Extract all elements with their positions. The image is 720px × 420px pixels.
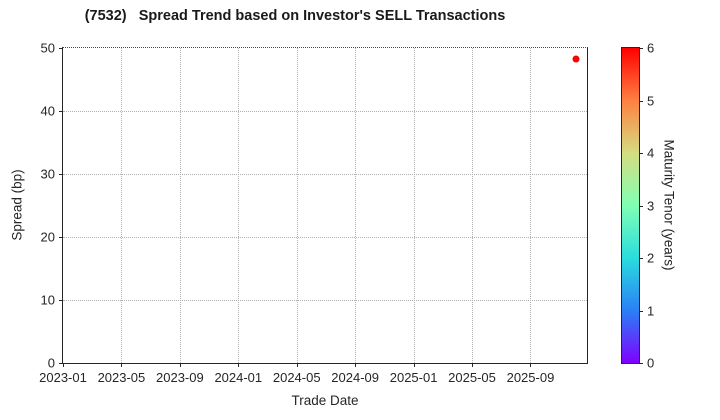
colorbar-tick-label: 0: [647, 355, 655, 371]
x-gridline: [530, 48, 532, 363]
y-tick-label: 50: [40, 40, 55, 56]
x-tick-mark: [296, 363, 298, 367]
x-axis-label: Trade Date: [291, 393, 359, 408]
x-gridline: [472, 48, 474, 363]
x-tick-mark: [472, 363, 474, 367]
y-tick-label: 30: [40, 166, 55, 182]
x-tick-label: 2023-05: [97, 370, 146, 385]
x-tick-mark: [238, 363, 240, 367]
x-tick-mark: [63, 363, 64, 367]
y-gridline: [63, 111, 587, 112]
x-gridline: [121, 48, 123, 363]
x-tick-label: 2023-09: [156, 370, 204, 385]
colorbar-tick-mark: [639, 100, 643, 102]
y-gridline: [63, 300, 587, 301]
y-tick-mark: [59, 111, 63, 112]
x-gridline: [179, 48, 181, 363]
colorbar-tick-mark: [639, 258, 643, 259]
x-tick-mark: [413, 363, 415, 367]
colorbar-tick-label: 3: [647, 198, 655, 213]
x-tick-label: 2024-01: [214, 370, 263, 385]
colorbar-tick-mark: [639, 48, 643, 49]
colorbar-tick-label: 5: [647, 93, 655, 108]
y-tick-mark: [59, 48, 63, 49]
y-tick-mark: [59, 174, 63, 175]
x-gridline: [413, 48, 415, 363]
x-gridline: [296, 48, 298, 363]
colorbar-tick-mark: [639, 310, 643, 312]
x-tick-label: 2025-01: [389, 370, 438, 385]
colorbar: 0 1 2 3 4 5 6: [621, 41, 654, 371]
colorbar-tick-mark: [639, 205, 643, 207]
x-tick-label: 2024-05: [272, 370, 321, 385]
y-tick-label: 10: [40, 292, 55, 308]
data-point: [572, 55, 580, 63]
x-gridline: [238, 48, 240, 363]
x-tick-label: 2023-01: [39, 370, 87, 385]
x-tick-mark: [355, 363, 357, 367]
x-tick-label: 2025-09: [506, 370, 555, 385]
x-gridline: [355, 48, 357, 363]
colorbar-tick-label: 1: [647, 303, 655, 318]
colorbar-tick-mark: [639, 363, 643, 364]
colorbar-tick-label: 6: [647, 40, 655, 56]
y-tick-mark: [59, 237, 63, 238]
y-tick-label: 0: [47, 355, 55, 371]
x-tick-label: 2024-09: [331, 370, 380, 385]
x-tick-mark: [530, 363, 532, 367]
colorbar-tick-mark: [639, 153, 643, 154]
x-tick-mark: [179, 363, 181, 367]
x-tick-mark: [121, 363, 123, 367]
y-tick-mark: [59, 363, 63, 364]
y-axis-label: Spread (bp): [9, 169, 25, 241]
chart-title: (7532) Spread Trend based on Investor's …: [84, 8, 506, 24]
y-tick-label: 40: [40, 103, 55, 119]
y-gridline: [63, 237, 587, 238]
colorbar-label: Maturity Tenor (years): [661, 139, 677, 271]
y-tick-label: 20: [40, 229, 55, 245]
y-gridline: [63, 174, 587, 175]
colorbar-gradient: [622, 48, 639, 363]
x-tick-label: 2025-05: [448, 370, 496, 385]
colorbar-tick-label: 4: [647, 145, 655, 161]
y-tick-mark: [59, 300, 63, 301]
colorbar-tick-label: 2: [647, 250, 655, 266]
plot-area: 2023-01 2023-05 2023-09 2024-01 2024-05 2024-…: [39, 41, 588, 385]
